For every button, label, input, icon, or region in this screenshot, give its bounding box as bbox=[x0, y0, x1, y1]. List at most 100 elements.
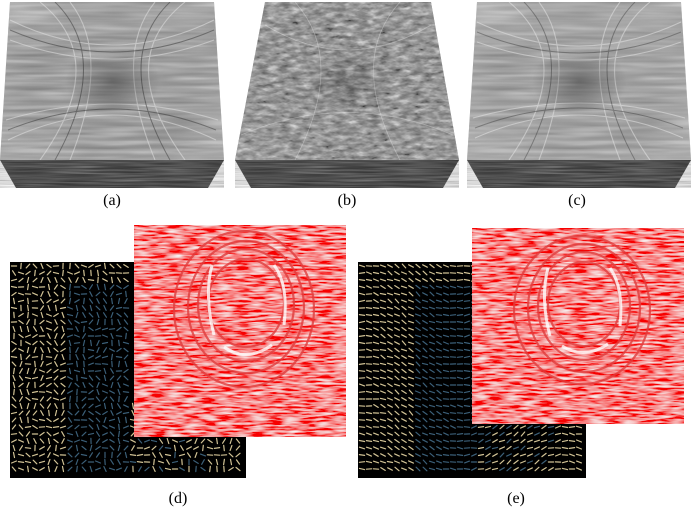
vector-glyph bbox=[379, 320, 387, 324]
vector-glyph bbox=[123, 277, 129, 283]
vector-glyph bbox=[102, 347, 108, 353]
panel-a: (a) bbox=[0, 0, 230, 215]
vector-glyph bbox=[506, 459, 512, 465]
vector-glyph bbox=[358, 370, 366, 372]
vector-glyph bbox=[366, 376, 372, 380]
vector-glyph bbox=[26, 402, 30, 410]
vector-glyph bbox=[555, 425, 561, 429]
vector-glyph bbox=[186, 452, 192, 458]
vector-glyph bbox=[379, 376, 387, 380]
vector-glyph bbox=[401, 361, 407, 367]
vector-glyph bbox=[82, 367, 86, 375]
vector-glyph bbox=[24, 447, 32, 449]
vector-glyph bbox=[102, 278, 108, 282]
vector-glyph bbox=[373, 446, 379, 450]
vector-glyph bbox=[73, 342, 81, 344]
vector-glyph bbox=[109, 445, 115, 451]
vector-glyph bbox=[13, 388, 15, 396]
vector-glyph bbox=[429, 439, 435, 443]
vector-glyph bbox=[89, 465, 93, 473]
vector-glyph bbox=[88, 424, 94, 430]
vector-glyph bbox=[52, 426, 60, 428]
vector-glyph bbox=[81, 466, 87, 472]
vector-glyph bbox=[66, 334, 74, 338]
vector-glyph bbox=[463, 286, 471, 288]
vector-glyph bbox=[74, 299, 80, 303]
vector-glyph bbox=[32, 467, 38, 471]
vector-glyph bbox=[372, 271, 380, 275]
vector-glyph bbox=[463, 320, 471, 324]
vector-glyph bbox=[46, 431, 52, 437]
vector-glyph bbox=[358, 279, 366, 281]
vector-glyph bbox=[442, 390, 450, 394]
vector-glyph bbox=[569, 432, 575, 436]
vector-glyph bbox=[436, 446, 442, 450]
vector-glyph bbox=[408, 270, 414, 276]
vector-glyph bbox=[373, 383, 379, 387]
vector-glyph bbox=[527, 432, 533, 436]
vector-glyph bbox=[527, 439, 533, 443]
vector-glyph bbox=[358, 320, 366, 324]
vector-glyph bbox=[365, 411, 373, 415]
vector-glyph bbox=[470, 440, 478, 442]
vector-glyph bbox=[541, 432, 547, 436]
vector-glyph bbox=[45, 425, 53, 429]
vector-glyph bbox=[47, 283, 51, 291]
vector-glyph bbox=[429, 284, 435, 290]
vector-glyph bbox=[380, 313, 386, 317]
vector-glyph bbox=[387, 320, 394, 324]
vector-glyph bbox=[109, 396, 115, 402]
vector-glyph bbox=[54, 340, 58, 346]
vector-glyph bbox=[429, 291, 435, 297]
vector-glyph bbox=[429, 277, 435, 283]
vector-glyph bbox=[25, 341, 31, 345]
vector-glyph bbox=[32, 459, 38, 465]
vector-glyph bbox=[117, 277, 121, 283]
vector-glyph bbox=[60, 382, 66, 388]
vector-glyph bbox=[415, 368, 421, 374]
vector-glyph bbox=[94, 460, 102, 464]
vector-glyph bbox=[74, 410, 80, 416]
vector-glyph bbox=[492, 439, 498, 443]
vector-glyph bbox=[11, 403, 17, 409]
vector-glyph bbox=[442, 439, 450, 443]
vector-glyph bbox=[358, 292, 366, 296]
vector-glyph bbox=[372, 370, 380, 372]
vector-glyph bbox=[408, 333, 414, 339]
vector-glyph bbox=[387, 369, 394, 373]
vector-glyph bbox=[435, 425, 443, 429]
vector-glyph bbox=[116, 347, 122, 353]
vector-glyph bbox=[74, 320, 80, 324]
vector-glyph bbox=[194, 438, 198, 444]
vector-glyph bbox=[10, 278, 18, 282]
vector-glyph bbox=[422, 424, 428, 430]
vector-glyph bbox=[373, 417, 379, 423]
vector-glyph bbox=[67, 460, 73, 464]
vector-glyph bbox=[67, 319, 73, 325]
vector-glyph bbox=[400, 404, 408, 408]
vector-glyph bbox=[12, 297, 16, 305]
vector-glyph bbox=[568, 460, 576, 464]
vector-glyph bbox=[400, 348, 408, 352]
vector-glyph bbox=[102, 411, 108, 415]
vector-glyph bbox=[485, 446, 491, 450]
vector-glyph bbox=[435, 285, 443, 289]
vector-glyph bbox=[80, 376, 88, 380]
caption-d: (d) bbox=[168, 490, 188, 507]
vector-glyph bbox=[394, 375, 400, 381]
vector-glyph bbox=[109, 263, 115, 269]
vector-glyph bbox=[358, 341, 366, 345]
vector-glyph bbox=[379, 460, 387, 464]
vector-glyph bbox=[387, 404, 393, 408]
vector-glyph bbox=[82, 277, 86, 283]
vector-glyph bbox=[47, 458, 51, 466]
vector-glyph bbox=[463, 306, 471, 310]
vector-glyph bbox=[54, 277, 58, 283]
vector-glyph bbox=[11, 439, 17, 443]
vector-glyph bbox=[548, 432, 554, 436]
vector-glyph bbox=[463, 383, 471, 387]
vector-glyph bbox=[373, 432, 379, 436]
vector-glyph bbox=[110, 368, 114, 374]
vector-glyph bbox=[422, 376, 428, 380]
vector-glyph bbox=[407, 320, 415, 324]
